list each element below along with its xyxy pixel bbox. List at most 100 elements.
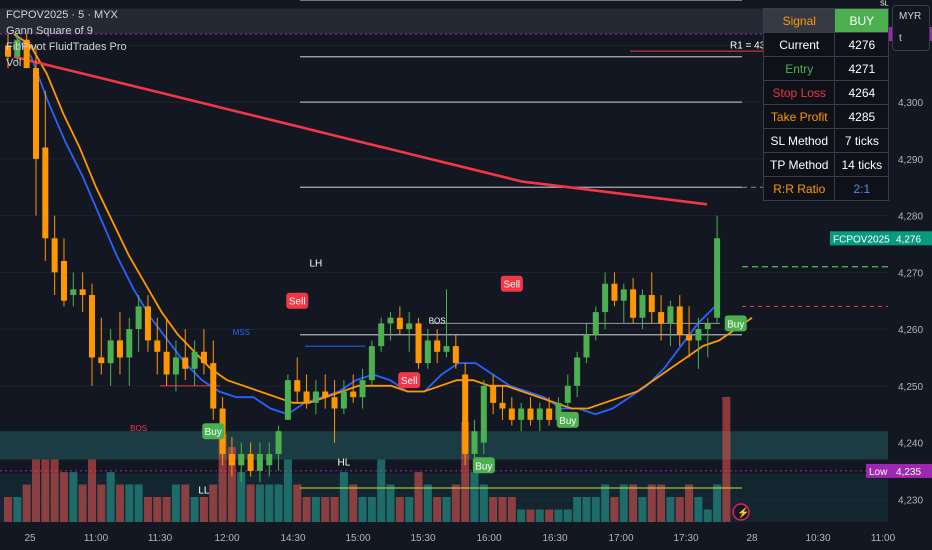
volume-bar	[442, 497, 451, 522]
signal-row-value: 4271	[834, 56, 890, 81]
signal-row-label: Stop Loss	[762, 80, 836, 105]
indicator-fibpivot[interactable]: FibPivot FluidTrades Pro	[6, 41, 127, 53]
volume-bar	[461, 422, 470, 522]
volume-bar	[339, 472, 348, 522]
candle-body	[676, 306, 683, 335]
candle-body	[518, 408, 525, 420]
candle-body	[462, 374, 469, 454]
time-tick: 14:30	[280, 533, 305, 544]
symbol-title[interactable]: FCPOV2025 · 5 · MYX	[6, 9, 118, 21]
volume-bars	[4, 397, 731, 522]
structure-label: MSS	[233, 328, 250, 337]
signal-row-value: 2:1	[834, 176, 890, 201]
time-tick: 17:30	[673, 533, 698, 544]
candle-body	[406, 323, 413, 330]
candle-body	[639, 295, 646, 318]
volume-bar	[153, 497, 162, 522]
time-tick: 16:00	[476, 533, 501, 544]
buy-badge	[472, 457, 495, 474]
volume-bar	[601, 484, 610, 522]
volume-bar	[358, 497, 367, 522]
time-tick: 11:00	[84, 533, 109, 544]
structure-label: HL	[337, 457, 350, 468]
volume-bar	[265, 484, 274, 522]
candle-body	[98, 357, 105, 364]
volume-bar	[181, 484, 190, 522]
candle-body	[378, 323, 385, 347]
volume-bar	[4, 497, 12, 522]
price-tag-value: 4,235	[896, 467, 921, 478]
candle-body	[499, 402, 506, 409]
signal-table-header: Signal BUY	[762, 8, 890, 33]
signal-row-label: SL Method	[762, 128, 836, 153]
ema-line	[13, 33, 753, 410]
buy-badge	[556, 411, 579, 428]
buy-label: Buy	[475, 461, 492, 472]
candle-body	[480, 385, 487, 443]
price-tag-label-bg	[830, 231, 890, 246]
candle-body	[163, 351, 170, 375]
sell-badge	[398, 372, 421, 389]
volume-bar	[209, 484, 218, 522]
volume-bar	[106, 472, 115, 522]
price-tick: 4,280	[898, 212, 923, 223]
currency-label: MYR	[899, 11, 922, 22]
candle-body	[135, 306, 142, 330]
candle-body	[107, 340, 114, 364]
sell-label: Sell	[503, 280, 520, 291]
volume-bar	[498, 497, 507, 522]
volume-bar	[302, 497, 311, 522]
price-axis-bg	[888, 0, 932, 550]
currency-button[interactable]: MYR t	[892, 5, 930, 51]
signal-row-value: 4276	[834, 32, 890, 57]
candle-body	[648, 295, 655, 313]
candle-body	[686, 334, 693, 341]
signal-row: Take Profit 4285	[762, 104, 890, 129]
candle-body	[247, 453, 254, 471]
volume-bar	[246, 484, 255, 522]
buy-label: Buy	[559, 416, 576, 427]
candle-body	[294, 380, 301, 392]
time-tick: 11:00	[871, 533, 896, 544]
candle-body	[368, 346, 375, 381]
price-tag-value-bg	[890, 463, 932, 478]
time-axis-bg	[0, 525, 932, 550]
volume-bar	[41, 459, 50, 522]
volume-bar	[507, 497, 516, 522]
candle-body	[704, 323, 711, 330]
indicator-volume[interactable]: Vol	[6, 57, 22, 69]
signal-row: SL Method 7 ticks	[762, 128, 890, 153]
candle-body	[359, 380, 366, 398]
candle-body	[695, 329, 702, 341]
candle-body	[256, 453, 263, 471]
volume-bar	[377, 459, 386, 522]
candle-body	[228, 453, 235, 466]
volume-bar	[171, 484, 180, 522]
buy-label: Buy	[727, 319, 744, 330]
volume-bar	[255, 484, 264, 522]
structure-label: BOS	[130, 424, 147, 433]
lightning-icon	[732, 503, 750, 521]
indicator-gann[interactable]: Gann Square of 9	[6, 25, 93, 37]
volume-bar	[629, 484, 638, 522]
candle-body	[630, 289, 637, 318]
time-tick: 15:00	[345, 533, 370, 544]
candle-body	[340, 391, 347, 409]
candle-body	[611, 283, 618, 301]
signal-row-value: 4264	[834, 80, 890, 105]
candle-body	[200, 351, 207, 364]
volume-bar	[451, 484, 460, 522]
volume-bar	[675, 497, 684, 522]
volume-bar	[610, 497, 619, 522]
price-tag-label-bg	[866, 463, 890, 478]
volume-bar	[69, 472, 78, 522]
sell-label: Sell	[289, 297, 306, 308]
candle-body	[415, 323, 422, 364]
candle-body	[350, 391, 357, 398]
pivot-r1-label: R1 = 4310	[730, 40, 777, 51]
volume-bar	[227, 447, 236, 522]
candle-body	[312, 391, 319, 403]
volume-bar	[50, 459, 59, 522]
candle-body	[658, 312, 665, 324]
